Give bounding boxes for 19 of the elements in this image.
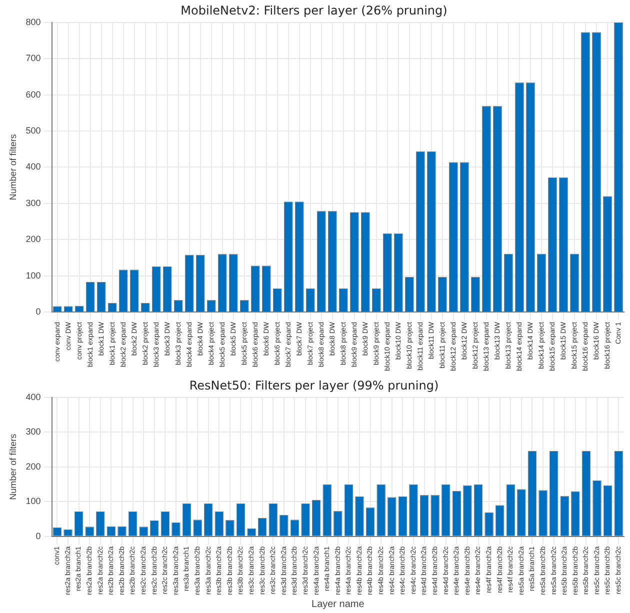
y-tick-label: 100 xyxy=(26,496,41,506)
chart-title: MobileNetv2: Filters per layer (26% pruning) xyxy=(180,3,448,18)
y-tick-label: 400 xyxy=(26,392,41,402)
y-tick-label: 0 xyxy=(36,306,41,316)
y-tick-label: 300 xyxy=(26,426,41,437)
y-tick-label: 800 xyxy=(26,16,41,27)
y-tick-label: 200 xyxy=(26,234,41,244)
y-tick-label: 300 xyxy=(26,198,41,208)
y-axis-title: Number of filters xyxy=(8,433,18,500)
y-tick-label: 500 xyxy=(26,125,41,136)
chart-title: ResNet50: Filters per layer (99% pruning) xyxy=(189,378,439,392)
y-tick-label: 600 xyxy=(26,89,41,100)
y-tick-label: 700 xyxy=(26,53,41,64)
y-tick-label: 100 xyxy=(26,270,41,280)
y-tick-label: 400 xyxy=(26,162,41,172)
y-tick-label: 200 xyxy=(26,461,41,472)
y-axis-title: Number of filters xyxy=(8,134,18,200)
x-axis-title: Layer name xyxy=(312,598,365,610)
y-tick-label: 0 xyxy=(36,530,41,541)
